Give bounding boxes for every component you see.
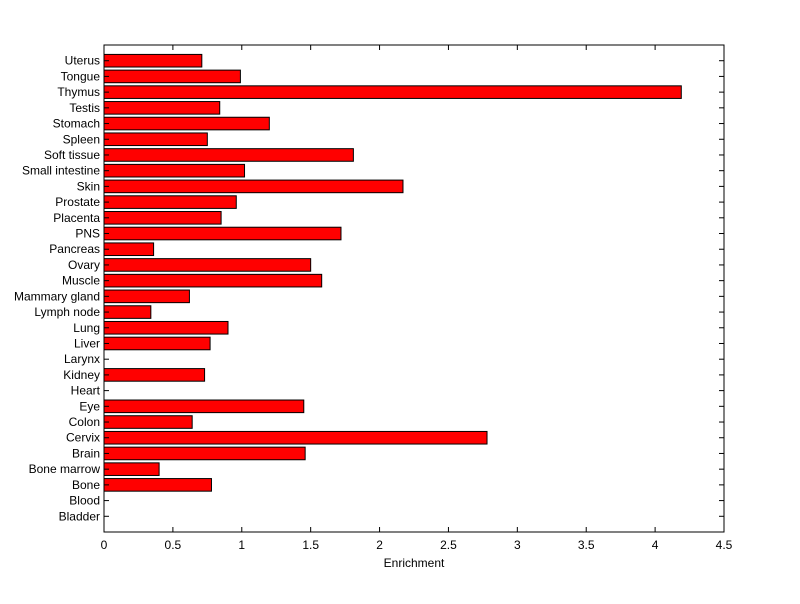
y-tick-label-spleen: Spleen [63, 132, 100, 146]
y-tick-label-kidney: Kidney [63, 368, 100, 382]
y-tick-label-pns: PNS [75, 227, 100, 241]
y-tick-label-uterus: Uterus [65, 54, 100, 68]
y-tick-label-brain: Brain [72, 446, 100, 460]
y-tick-label-colon: Colon [69, 415, 100, 429]
bar-spleen [103, 132, 208, 147]
y-tick-label-testis: Testis [69, 101, 100, 115]
y-tick-label-pancreas: Pancreas [49, 242, 100, 256]
y-tick-label-eye: Eye [79, 399, 100, 413]
x-tick-label-1: 1 [238, 538, 245, 552]
y-tick-label-prostate: Prostate [55, 195, 100, 209]
bar-colon [103, 415, 193, 429]
bar-skin [103, 179, 404, 194]
y-tick-label-bone-marrow: Bone marrow [29, 462, 101, 476]
bar-eye [103, 399, 305, 414]
bar-brain [103, 446, 306, 461]
y-tick-label-muscle: Muscle [62, 274, 100, 288]
bar-testis [103, 101, 221, 115]
x-tick-label-4-5: 4.5 [716, 538, 733, 552]
bar-muscle [103, 273, 323, 288]
x-tick-label-2-5: 2.5 [440, 538, 457, 552]
y-tick-label-skin: Skin [77, 179, 100, 193]
bar-liver [103, 336, 211, 351]
y-tick-label-tongue: Tongue [61, 69, 101, 83]
y-tick-label-ovary: Ovary [68, 258, 100, 272]
y-tick-label-stomach: Stomach [53, 117, 100, 131]
bar-prostate [103, 195, 237, 209]
x-tick-label-0: 0 [101, 538, 108, 552]
x-tick-label-3-5: 3.5 [578, 538, 595, 552]
y-tick-label-bone: Bone [72, 478, 100, 492]
ticks-layer [103, 45, 725, 532]
bar-cervix [103, 430, 488, 445]
y-tick-label-bladder: Bladder [59, 509, 100, 523]
x-tick-label-2: 2 [376, 538, 383, 552]
x-axis-label: Enrichment [384, 556, 445, 570]
y-tick-label-cervix: Cervix [66, 431, 100, 445]
bar-bone-marrow [103, 462, 160, 476]
bar-pns [103, 226, 342, 241]
x-tick-label-0-5: 0.5 [165, 538, 182, 552]
y-tick-label-thymus: Thymus [57, 85, 100, 99]
plot-frame [103, 44, 725, 533]
bar-tongue [103, 69, 241, 84]
y-tick-label-lymph-node: Lymph node [34, 305, 100, 319]
bar-bone [103, 478, 212, 492]
y-tick-label-larynx: Larynx [64, 352, 100, 366]
bar-stomach [103, 116, 270, 131]
bar-kidney [103, 368, 206, 382]
y-tick-label-mammary-gland: Mammary gland [14, 289, 100, 303]
y-tick-label-liver: Liver [74, 336, 100, 350]
bar-lung [103, 320, 229, 335]
x-tick-label-1-5: 1.5 [302, 538, 319, 552]
y-tick-label-lung: Lung [73, 321, 100, 335]
y-tick-label-heart: Heart [71, 384, 101, 398]
y-tick-label-small-intestine: Small intestine [22, 164, 100, 178]
x-tick-label-3: 3 [514, 538, 521, 552]
bar-mammary-gland [103, 289, 190, 304]
x-tick-label-4: 4 [652, 538, 659, 552]
y-tick-label-soft-tissue: Soft tissue [44, 148, 100, 162]
y-tick-label-placenta: Placenta [53, 211, 100, 225]
bar-soft-tissue [103, 148, 354, 162]
y-tick-label-blood: Blood [69, 494, 100, 508]
bar-uterus [103, 53, 203, 68]
bar-thymus [103, 85, 682, 99]
bar-small-intestine [103, 163, 246, 178]
bar-placenta [103, 211, 222, 225]
bar-ovary [103, 258, 312, 272]
bar-pancreas [103, 242, 155, 257]
bar-lymph-node [103, 305, 152, 319]
